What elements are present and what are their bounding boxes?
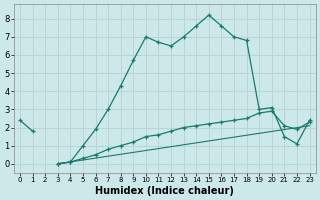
X-axis label: Humidex (Indice chaleur): Humidex (Indice chaleur) — [95, 186, 234, 196]
